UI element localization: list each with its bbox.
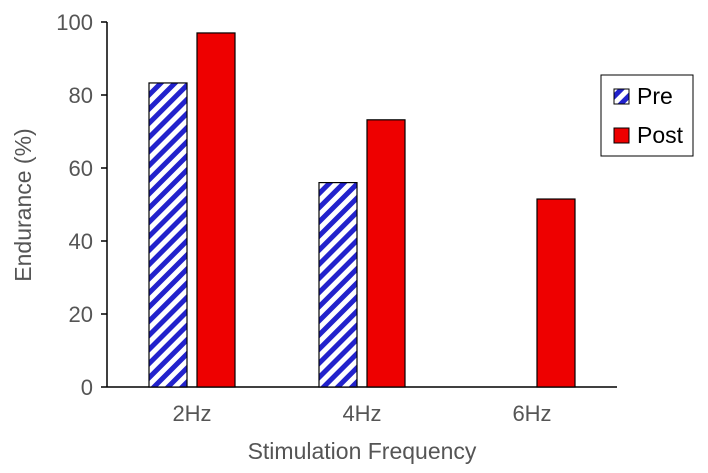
legend-label-pre: Pre <box>637 83 673 109</box>
x-axis-title: Stimulation Frequency <box>248 438 477 464</box>
y-tick-label: 60 <box>69 156 93 181</box>
bar-post-2hz <box>196 32 236 388</box>
bar-post-6hz <box>536 198 576 388</box>
y-axis-title: Endurance (%) <box>10 128 36 281</box>
bar-pre-2hz <box>148 82 188 388</box>
legend: Pre Post <box>600 74 694 157</box>
y-axis: 0 20 40 60 80 100 <box>56 10 108 400</box>
y-tick-label: 100 <box>56 10 93 35</box>
x-tick-label: 2Hz <box>172 401 211 426</box>
x-tick-label: 4Hz <box>342 401 381 426</box>
x-tick-label: 6Hz <box>512 401 551 426</box>
y-tick-label: 80 <box>69 83 93 108</box>
legend-label-post: Post <box>637 122 684 148</box>
y-tick-label: 40 <box>69 229 93 254</box>
x-axis: 2Hz 4Hz 6Hz <box>107 386 617 426</box>
bar-pre-4hz <box>318 182 358 388</box>
y-tick-label: 0 <box>81 375 93 400</box>
legend-swatch-pre <box>613 88 630 105</box>
bar-post-4hz <box>366 119 406 388</box>
bars <box>148 32 576 388</box>
legend-swatch-post <box>613 127 630 144</box>
y-tick-label: 20 <box>69 302 93 327</box>
